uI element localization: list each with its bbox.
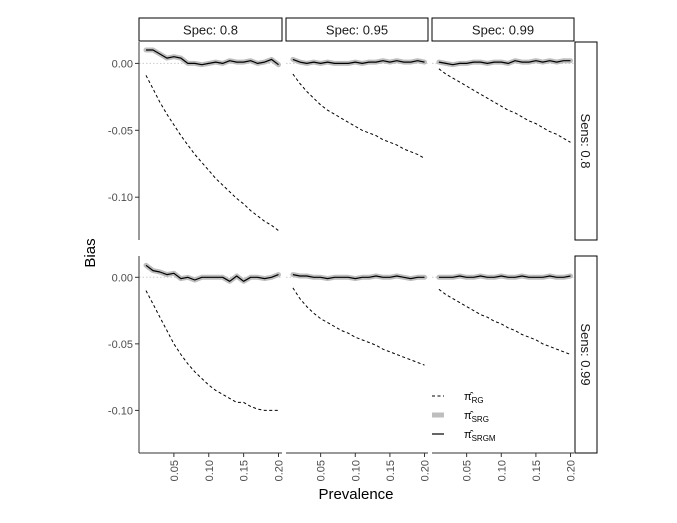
series-rg-5	[438, 288, 571, 355]
legend-symbol-0: π̂	[464, 391, 474, 403]
series-rg-2	[438, 68, 571, 143]
y-tick-label-0-2: -0.10	[108, 192, 133, 204]
col-strip-2	[431, 17, 575, 42]
panel-1-2	[432, 273, 574, 355]
series-srgm-2	[438, 60, 571, 66]
col-strip-label-0: Spec: 0.8	[183, 23, 238, 38]
series-rg-3	[145, 290, 279, 411]
row-strip-1	[574, 255, 598, 454]
x-tick-label-2-3: 0.20	[566, 460, 578, 481]
row-strip-label-1: Sens: 0.99	[578, 323, 593, 385]
y-tick-label-0-0: 0.00	[112, 58, 133, 70]
x-tick-label-0-0: 0.05	[169, 460, 181, 481]
series-rg-1	[292, 73, 425, 159]
y-axis-title: Bias	[82, 238, 99, 267]
legend-sub-1: SRG	[472, 415, 489, 424]
legend-entry-0: π̂RG	[432, 391, 484, 405]
series-srgm-5	[438, 275, 571, 278]
legend-label-2: π̂SRGM	[464, 429, 496, 443]
y-tick-label-0-1: -0.05	[108, 125, 133, 137]
panel-1-1	[286, 272, 428, 366]
x-tick-label-2-1: 0.10	[496, 460, 508, 481]
series-srgm-4	[292, 274, 425, 280]
row-strip-label-0: Sens: 0.8	[578, 114, 593, 169]
series-srg-3	[143, 262, 281, 284]
series-srgm-3	[145, 264, 279, 282]
panel-1-0	[139, 262, 282, 411]
y-tick-label-1-2: -0.10	[108, 405, 133, 417]
legend-label-1: π̂SRG	[464, 410, 489, 424]
y-tick-label-1-0: 0.00	[112, 272, 133, 284]
series-srgm-0	[146, 49, 279, 66]
x-axes: 0.05 0.10 0.15 0.20 0.05 0.10 0.15 0.20 0.05 0.10…	[139, 452, 578, 481]
legend-sub-2: SRGM	[472, 434, 496, 443]
x-tick-label-1-2: 0.15	[385, 460, 397, 481]
legend-symbol-2: π̂	[464, 429, 474, 441]
series-rg-0	[145, 75, 279, 231]
panels	[139, 47, 574, 411]
legend-entry-1: π̂SRG	[432, 410, 489, 424]
col-strip-label-1: Spec: 0.95	[326, 23, 388, 38]
x-tick-label-1-1: 0.10	[350, 460, 362, 481]
col-strip-0	[138, 17, 283, 42]
col-strip-label-2: Spec: 0.99	[472, 23, 534, 38]
x-axis-title: Prevalence	[318, 486, 393, 503]
panel-0-1	[286, 56, 428, 159]
y-tick-label-1-1: -0.05	[108, 339, 133, 351]
strips: Spec: 0.8 Spec: 0.95 Spec: 0.99 Sens: 0.8 Se…	[138, 17, 598, 454]
x-tick-label-2-0: 0.05	[462, 460, 474, 481]
x-tick-label-0-2: 0.15	[239, 460, 251, 481]
x-tick-label-2-2: 0.15	[531, 460, 543, 481]
x-tick-label-0-3: 0.20	[274, 460, 286, 481]
legend-entry-2: π̂SRGM	[432, 429, 496, 443]
row-strip-0	[574, 41, 598, 241]
x-tick-label-1-3: 0.20	[420, 460, 432, 481]
series-srgm-1	[292, 58, 425, 64]
col-strip-1	[285, 17, 429, 42]
panel-0-0	[139, 47, 282, 231]
series-rg-4	[292, 287, 425, 366]
x-tick-label-1-0: 0.05	[316, 460, 328, 481]
legend-label-0: π̂RG	[464, 391, 484, 405]
x-tick-label-0-1: 0.10	[204, 460, 216, 481]
panel-0-2	[432, 58, 574, 143]
y-axes: 0.00 -0.05 -0.10 0.00 -0.05 -0.10	[108, 42, 140, 453]
legend-sub-0: RG	[472, 396, 484, 405]
legend-symbol-1: π̂	[464, 410, 474, 422]
